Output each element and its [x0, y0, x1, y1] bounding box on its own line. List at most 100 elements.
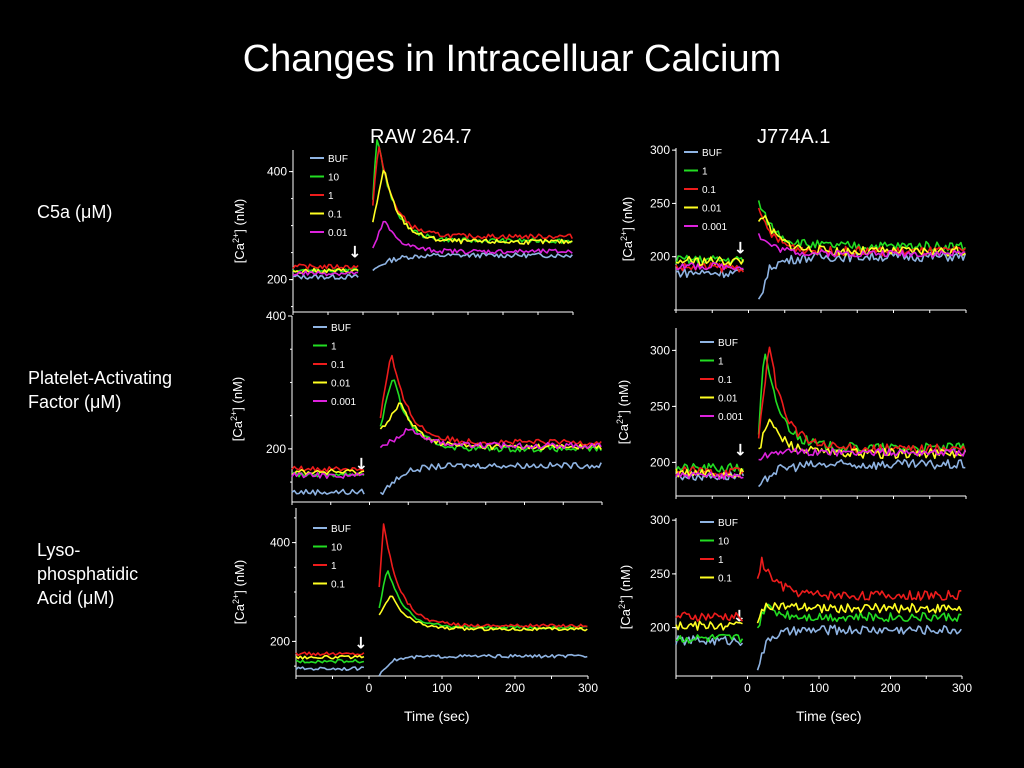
- y-tick-label: 200: [650, 621, 670, 635]
- series-line-1: [291, 379, 602, 478]
- legend-label: 0.1: [718, 375, 732, 386]
- y-tick-label: 250: [650, 399, 670, 413]
- y-axis-label: [Ca2+] (nM): [229, 377, 245, 441]
- series-line-BUF: [291, 461, 602, 496]
- legend-label: 1: [331, 342, 337, 353]
- series-line-0.01: [292, 220, 573, 277]
- page-title: Changes in Intracelluar Calcium: [242, 38, 782, 80]
- chart-raw-lpa: 200 400 0 100 200 300 [Ca2+] (nM) ↓ BUF 10 1 0.1: [231, 508, 598, 695]
- y-tick-label: 200: [267, 273, 287, 287]
- x-tick-label: 300: [952, 681, 972, 695]
- y-tick-label: 200: [270, 634, 290, 648]
- legend-label: 0.1: [328, 210, 342, 221]
- y-axis-label: [Ca2+] (nM): [619, 197, 635, 261]
- legend-label: 0.1: [702, 185, 716, 196]
- legend-label: 1: [702, 167, 708, 178]
- x-axis-label-j774: Time (sec): [796, 708, 862, 724]
- row-label-c5a: C5a (μM): [37, 200, 112, 224]
- y-tick-label: 300: [650, 343, 670, 357]
- legend-label: 1: [331, 561, 337, 572]
- legend-label: 0.001: [702, 222, 727, 233]
- series-line-0.1: [675, 207, 966, 273]
- row-label-lpa: Lyso- phosphatidic Acid (μM): [37, 538, 138, 610]
- legend-label: 0.1: [718, 574, 732, 585]
- legend-label: 10: [331, 543, 343, 554]
- legend-label: BUF: [718, 518, 738, 529]
- series-line-0.1: [291, 354, 602, 473]
- series-line-BUF: [675, 458, 966, 488]
- series-line-1: [292, 146, 574, 270]
- legend-label: BUF: [328, 154, 348, 165]
- x-tick-label: 300: [578, 681, 598, 695]
- row-label-line: Factor (μM): [28, 392, 122, 412]
- legend-label: 0.001: [331, 397, 356, 408]
- legend-label: 1: [718, 357, 724, 368]
- legend-label: BUF: [331, 323, 351, 334]
- x-tick-label: 0: [366, 681, 373, 695]
- stimulus-arrow-icon: ↓: [354, 633, 367, 652]
- legend-label: 0.1: [331, 360, 345, 371]
- row-label-line: Platelet-Activating: [28, 368, 173, 388]
- legend-label: 1: [718, 555, 724, 566]
- legend-label: 0.01: [331, 379, 351, 390]
- x-tick-label: 100: [809, 681, 829, 695]
- series-line-0.001: [291, 428, 602, 479]
- legend-label: 0.01: [328, 228, 348, 239]
- series-line-1: [295, 523, 588, 657]
- x-tick-label: 0: [744, 681, 751, 695]
- y-axis-label: [Ca2+] (nM): [231, 560, 247, 624]
- series-line-0.001: [675, 233, 966, 271]
- chart-j774-c5a: 200 250 300 [Ca2+] (nM) ↓ BUF 1 0.1 0.01 0.001: [619, 143, 967, 313]
- column-title-raw: RAW 264.7: [370, 126, 472, 148]
- y-tick-label: 300: [650, 143, 670, 157]
- series-line-BUF: [292, 252, 573, 280]
- legend-label: BUF: [702, 148, 722, 159]
- series-line-0.1: [675, 602, 963, 631]
- y-tick-label: 200: [266, 442, 286, 456]
- legend-label: 1: [328, 191, 334, 202]
- y-tick-label: 250: [650, 196, 670, 210]
- y-axis-label: [Ca2+] (nM): [615, 380, 631, 444]
- x-tick-label: 200: [505, 681, 525, 695]
- y-tick-label: 400: [266, 309, 286, 323]
- y-axis-label: [Ca2+] (nM): [231, 199, 247, 263]
- legend-label: 0.1: [331, 580, 345, 591]
- legend-label: 10: [718, 537, 730, 548]
- row-label-line: Acid (μM): [37, 588, 115, 608]
- series-line-BUF: [675, 624, 962, 671]
- y-tick-label: 300: [650, 513, 670, 527]
- y-tick-label: 400: [270, 536, 290, 550]
- column-title-j774: J774A.1: [757, 126, 831, 148]
- y-tick-label: 400: [267, 165, 287, 179]
- stimulus-arrow-icon: ↓: [348, 242, 361, 261]
- y-axis-label: [Ca2+] (nM): [617, 565, 633, 629]
- x-axis-label-raw: Time (sec): [404, 708, 470, 724]
- series-line-0.1: [295, 595, 588, 660]
- stimulus-arrow-icon: ↓: [734, 441, 747, 460]
- x-tick-label: 200: [880, 681, 900, 695]
- chart-raw-c5a: 200 400 [Ca2+] (nM) ↓ BUF 10 1 0.1 0.01: [231, 139, 574, 315]
- series-line-BUF: [295, 653, 588, 677]
- row-label-line: C5a (μM): [37, 202, 113, 222]
- row-label-paf: Platelet-Activating Factor (μM): [28, 366, 172, 414]
- row-label-line: Lyso-: [37, 540, 81, 560]
- legend-label: BUF: [718, 338, 738, 349]
- legend-label: 10: [328, 173, 340, 184]
- row-label-line: phosphatidic: [37, 564, 139, 584]
- stimulus-arrow-icon: ↓: [734, 238, 747, 257]
- series-line-0.1: [292, 169, 573, 274]
- y-tick-label: 250: [650, 567, 670, 581]
- legend-label: 0.01: [702, 204, 722, 215]
- series-line-1: [675, 556, 962, 622]
- legend-label: 0.01: [718, 394, 738, 405]
- series-line-0.001: [675, 447, 967, 480]
- x-tick-label: 100: [432, 681, 452, 695]
- chart-j774-paf: 200 250 300 [Ca2+] (nM) ↓ BUF 1 0.1 0.01 0.001: [615, 328, 967, 499]
- legend-label: 0.001: [718, 412, 743, 423]
- series-line-10: [675, 603, 962, 644]
- y-tick-label: 200: [650, 455, 670, 469]
- y-tick-label: 200: [650, 250, 670, 264]
